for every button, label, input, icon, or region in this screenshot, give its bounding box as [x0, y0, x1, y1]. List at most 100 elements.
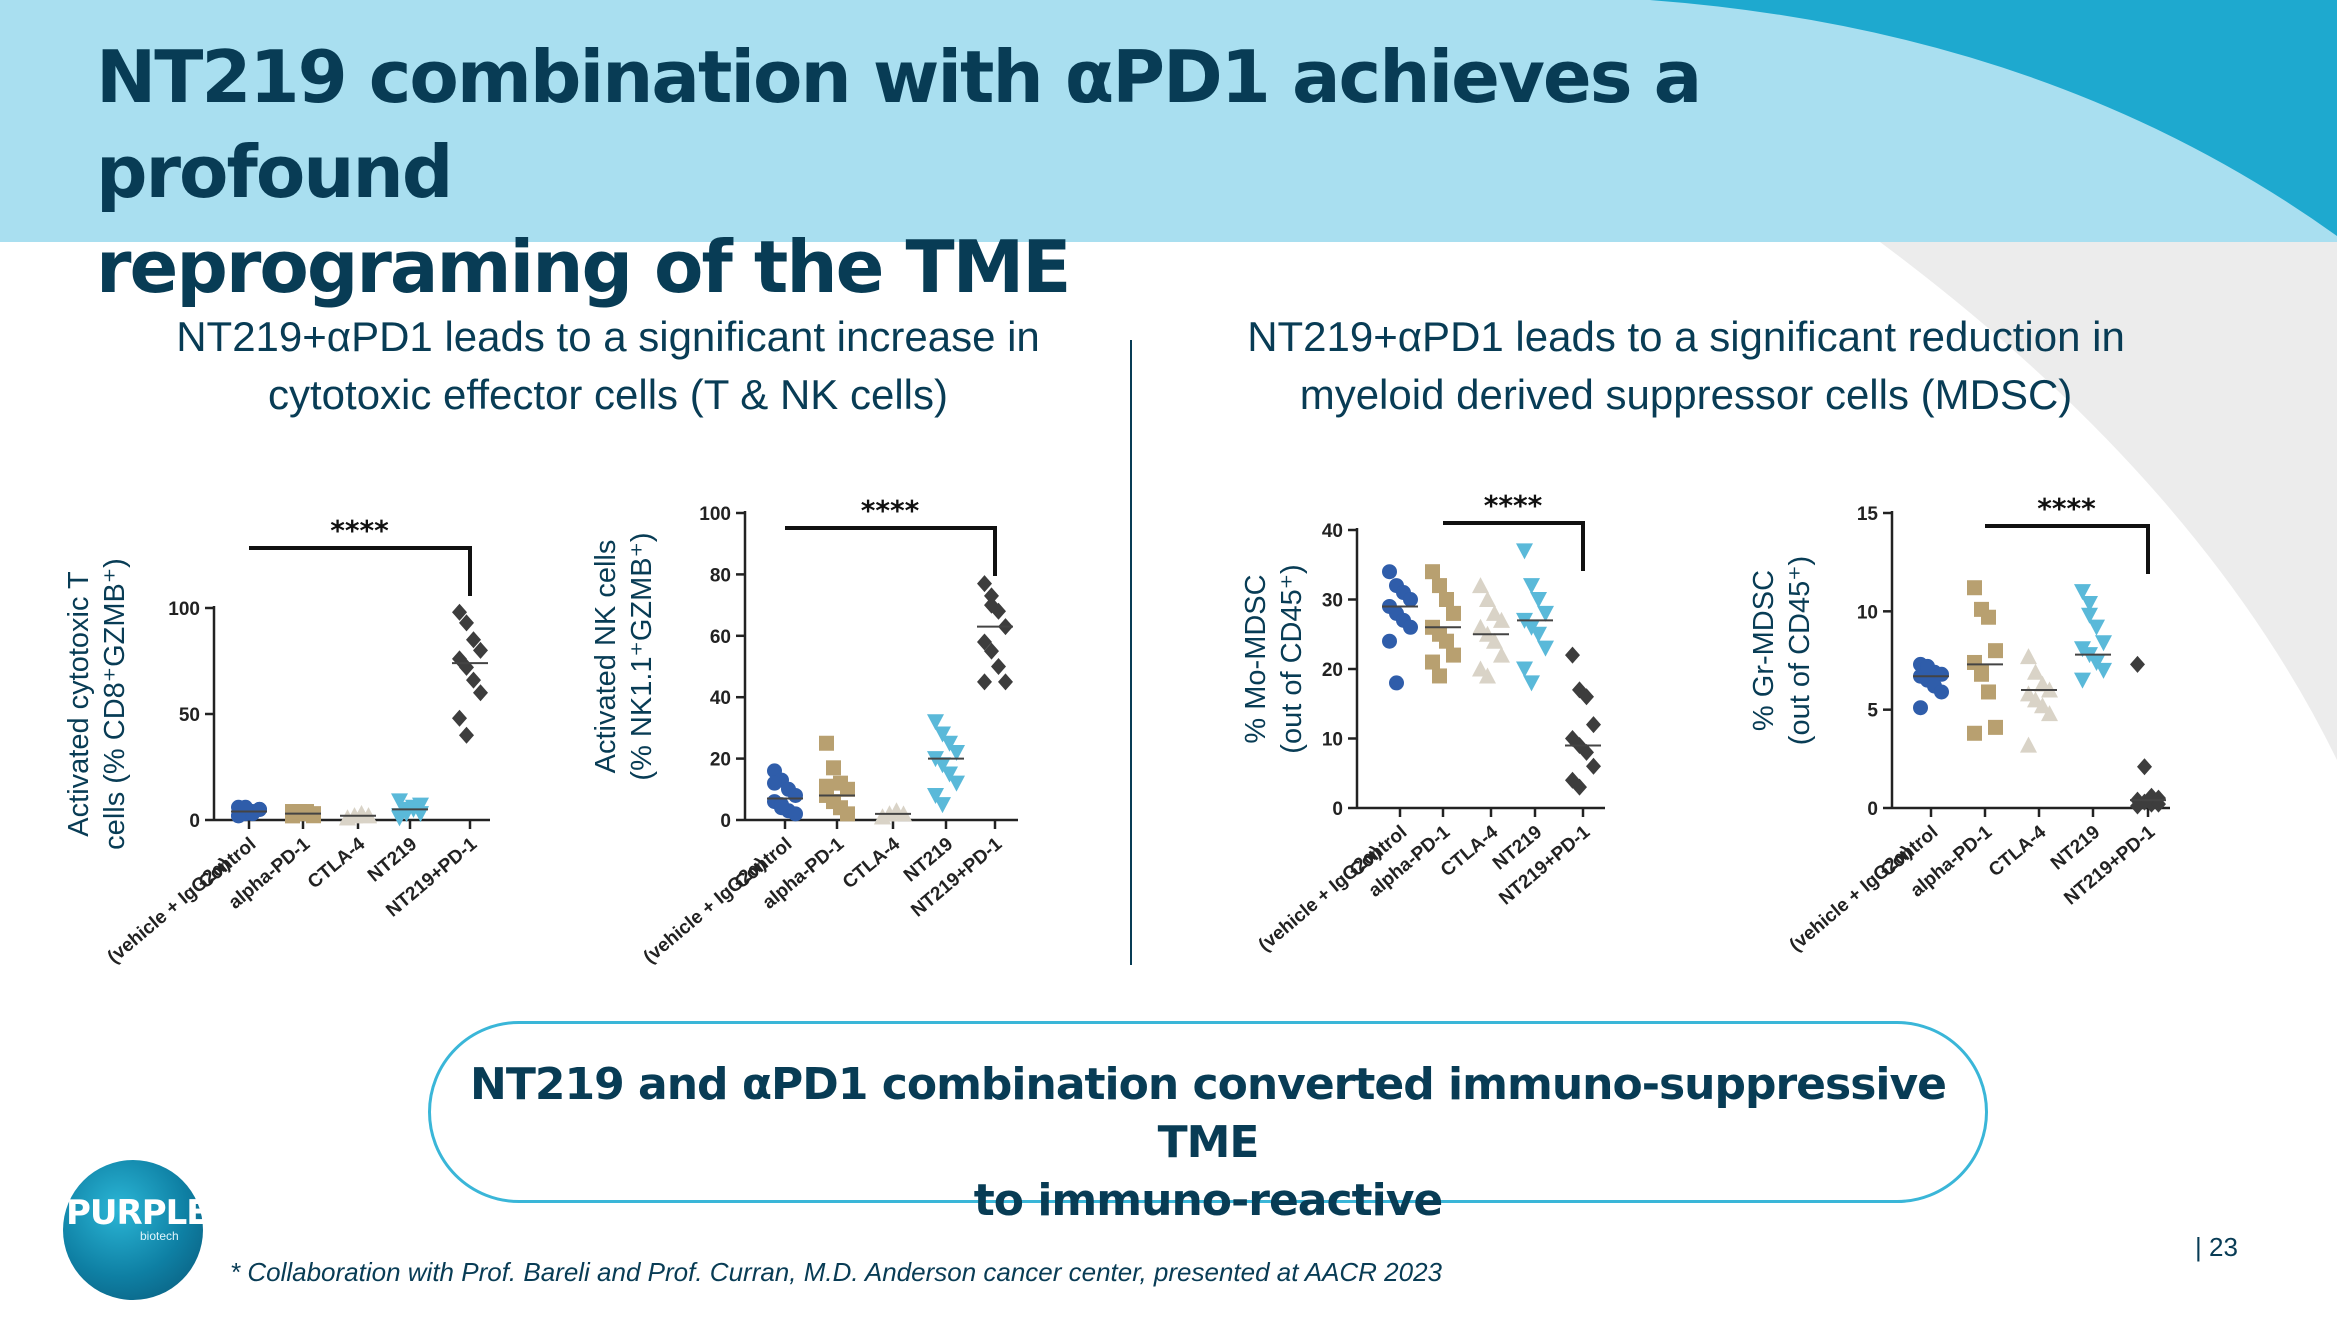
- data-point: [1967, 725, 1982, 741]
- corner-swoosh-grey: [1880, 242, 2337, 760]
- title-line-1: NT219 combination with αPD1 achieves a p…: [96, 35, 1702, 214]
- y-tick-label: 20: [1322, 660, 1343, 681]
- data-point: [2027, 663, 2044, 680]
- data-point: [977, 673, 992, 691]
- data-point: [819, 778, 834, 794]
- significance-bracket: [249, 546, 472, 596]
- data-point: [238, 799, 253, 815]
- data-point: [840, 806, 855, 822]
- callout-line-2: to immuno-reactive: [973, 1175, 1443, 1226]
- y-tick-label: 80: [710, 565, 731, 586]
- y-axis-title: % Mo-MDSC (out of CD45⁺): [1240, 564, 1308, 753]
- y-tick-label: 100: [699, 504, 731, 525]
- x-tick-label: (vehicle + IgG2α): [640, 854, 770, 968]
- data-point: [1586, 757, 1601, 775]
- data-point: [1432, 578, 1447, 594]
- y-axis-title: % Gr-MDSC (out of CD45⁺): [1748, 556, 1816, 745]
- data-point: [2088, 619, 2105, 636]
- data-point: [1516, 661, 1533, 678]
- data-point: [1530, 592, 1547, 608]
- data-point: [1967, 580, 1982, 596]
- y-tick-label: 0: [1332, 799, 1343, 820]
- data-point: [1493, 611, 1510, 628]
- right-heading-line-2: myeloid derived suppressor cells (MDSC): [1299, 371, 2073, 418]
- y-tick-label: 100: [168, 599, 200, 620]
- y-tick-label: 30: [1322, 591, 1343, 612]
- data-point: [1537, 640, 1554, 657]
- conclusion-callout: NT219 and αPD1 combination converted imm…: [428, 1021, 1988, 1226]
- data-point: [1579, 743, 1594, 761]
- data-point: [2020, 648, 2037, 665]
- x-tick-label: NT219: [364, 834, 421, 887]
- data-point: [1586, 716, 1601, 734]
- left-heading-line-2: cytotoxic effector cells (T & NK cells): [268, 371, 948, 418]
- data-point: [1486, 604, 1503, 621]
- data-point: [2137, 758, 2152, 776]
- y-tick-label: 15: [1857, 504, 1879, 525]
- data-point: [1446, 605, 1461, 621]
- data-point: [391, 810, 408, 827]
- y-tick-label: 5: [1867, 701, 1878, 722]
- data-point: [1579, 688, 1594, 706]
- data-point: [934, 797, 951, 814]
- data-point: [1565, 646, 1580, 664]
- data-point: [1446, 647, 1461, 663]
- data-point: [2095, 662, 2112, 679]
- data-point: [2130, 797, 2145, 815]
- data-point: [767, 775, 782, 791]
- data-point: [2074, 584, 2091, 601]
- data-point: [459, 726, 474, 744]
- data-point: [1516, 543, 1533, 560]
- significance-label: ****: [330, 514, 389, 547]
- data-point: [452, 709, 467, 727]
- significance-bracket: [1985, 524, 2150, 574]
- x-tick-label: (vehicle + IgG2α): [1786, 842, 1916, 956]
- data-point: [984, 587, 999, 605]
- significance-bracket: [785, 526, 997, 576]
- data-point: [1403, 619, 1418, 635]
- data-point: [1382, 564, 1397, 580]
- data-point: [977, 575, 992, 593]
- data-point: [1425, 654, 1440, 670]
- data-point: [1472, 660, 1489, 677]
- data-point: [2095, 635, 2112, 652]
- data-point: [991, 658, 1006, 675]
- data-point: [1920, 658, 1935, 674]
- data-point: [452, 603, 467, 621]
- data-point: [1432, 668, 1447, 684]
- data-point: [1523, 578, 1540, 595]
- data-point: [1988, 719, 2003, 735]
- data-point: [1403, 592, 1418, 607]
- data-point: [2130, 655, 2145, 673]
- x-tick-label: (vehicle + IgG2α): [1255, 842, 1385, 956]
- data-point: [1981, 609, 1996, 625]
- y-axis-title: Activated NK cells (% NK1.1⁺GZMB⁺): [590, 532, 658, 780]
- y-tick-label: 20: [710, 750, 731, 771]
- significance-label: ****: [2037, 492, 2096, 525]
- data-point: [948, 775, 965, 792]
- data-point: [984, 596, 999, 614]
- data-point: [391, 793, 408, 810]
- data-point: [1425, 564, 1440, 580]
- x-tick-label: CTLA-4: [839, 833, 905, 893]
- data-point: [1988, 643, 2003, 659]
- data-point: [2034, 697, 2051, 714]
- data-point: [1479, 591, 1496, 607]
- y-tick-label: 10: [1857, 602, 1878, 623]
- data-point: [984, 642, 999, 660]
- data-point: [840, 781, 855, 797]
- callout-line-1: NT219 and αPD1 combination converted imm…: [470, 1059, 1947, 1168]
- data-point: [1981, 684, 1996, 700]
- right-heading: NT219+αPD1 leads to a significant reduct…: [1196, 308, 2176, 424]
- y-tick-label: 40: [710, 688, 731, 709]
- y-tick-label: 0: [720, 811, 731, 832]
- data-point: [473, 684, 488, 702]
- y-tick-label: 40: [1322, 521, 1343, 542]
- significance-bracket: [1443, 521, 1585, 571]
- data-point: [788, 806, 803, 822]
- data-point: [1934, 666, 1949, 682]
